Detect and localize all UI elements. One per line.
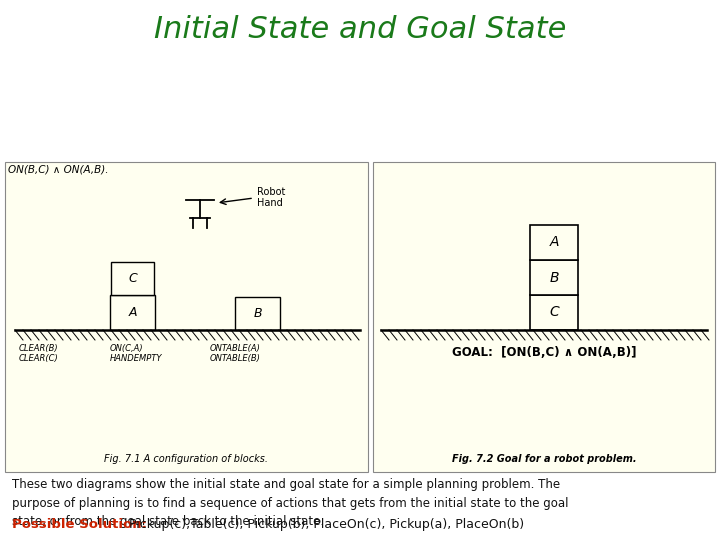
Text: ON(C,A): ON(C,A) (110, 344, 143, 353)
Text: ONTABLE(A): ONTABLE(A) (210, 344, 261, 353)
Text: HANDEMPTY: HANDEMPTY (110, 354, 163, 363)
Text: A: A (128, 306, 137, 319)
Text: Fig. 7.2 Goal for a robot problem.: Fig. 7.2 Goal for a robot problem. (451, 454, 636, 464)
Bar (235, 297, 280, 330)
Text: ONTABLE(B): ONTABLE(B) (210, 354, 261, 363)
Bar (530, 295, 578, 330)
Text: Robot: Robot (257, 187, 285, 197)
Text: B: B (549, 271, 559, 285)
Text: B: B (253, 307, 262, 320)
Text: Fig. 7.1 A configuration of blocks.: Fig. 7.1 A configuration of blocks. (104, 454, 269, 464)
Text: CLEAR(C): CLEAR(C) (19, 354, 59, 363)
Text: ON(B,C) ∧ ON(A,B).: ON(B,C) ∧ ON(A,B). (8, 165, 109, 175)
Text: CLEAR(B): CLEAR(B) (19, 344, 58, 353)
Bar (373, 162, 715, 472)
Text: C: C (128, 272, 137, 285)
Text: Initial State and Goal State: Initial State and Goal State (154, 16, 566, 44)
Bar (530, 225, 578, 260)
Bar (111, 262, 154, 295)
Text: C: C (549, 306, 559, 320)
Text: Pickup(c),Table(c), Pickup(b), PlaceOn(c), Pickup(a), PlaceOn(b): Pickup(c),Table(c), Pickup(b), PlaceOn(c… (125, 518, 524, 531)
Text: GOAL:  [ON(B,C) ∧ ON(A,B)]: GOAL: [ON(B,C) ∧ ON(A,B)] (451, 346, 636, 359)
Text: Hand: Hand (257, 198, 283, 208)
Text: These two diagrams show the initial state and goal state for a simple planning p: These two diagrams show the initial stat… (12, 478, 569, 528)
Bar (110, 295, 155, 330)
Text: A: A (549, 235, 559, 249)
Text: Possible Solution:: Possible Solution: (12, 518, 147, 531)
Bar (5, 162, 368, 472)
Bar (530, 260, 578, 295)
